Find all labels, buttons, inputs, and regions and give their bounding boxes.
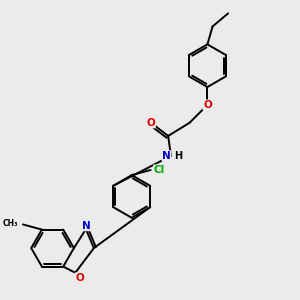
Text: O: O: [147, 118, 155, 128]
Text: O: O: [75, 273, 84, 283]
Text: N: N: [82, 221, 91, 231]
Text: H: H: [174, 151, 183, 161]
Text: N: N: [162, 151, 171, 161]
Text: O: O: [203, 100, 212, 110]
Text: Cl: Cl: [154, 165, 165, 175]
Text: CH₃: CH₃: [2, 219, 18, 228]
